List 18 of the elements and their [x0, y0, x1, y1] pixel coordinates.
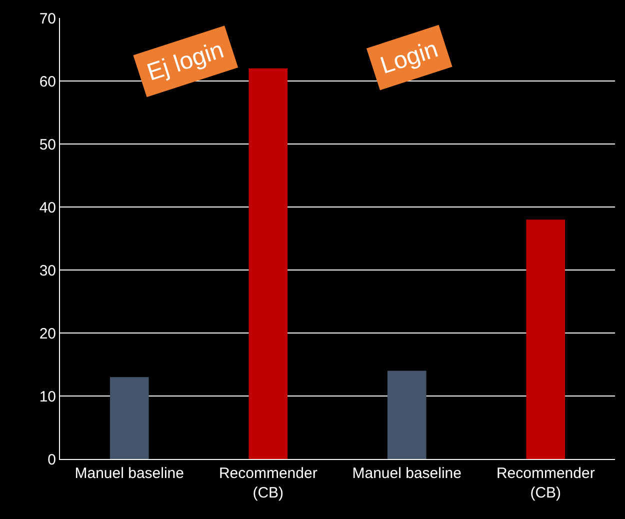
bar: [526, 220, 566, 459]
y-tick-label: 70: [39, 10, 56, 28]
x-tick-label: Manuel baseline: [74, 465, 184, 482]
y-tick-label: 50: [39, 136, 56, 154]
annotation: Ej login: [144, 36, 228, 86]
y-tick-label: 20: [39, 325, 56, 342]
y-tick-label: 0: [48, 451, 56, 468]
y-tick-label: 40: [39, 199, 56, 216]
y-tick-label: 60: [39, 73, 56, 90]
y-tick-label: 30: [39, 262, 56, 280]
x-tick-label: Recommender (CB): [496, 465, 595, 502]
bar: [110, 377, 149, 459]
bar: [248, 68, 288, 459]
y-tick-label: 10: [39, 388, 56, 406]
x-tick-label: Recommender (CB): [218, 465, 318, 502]
annotation: Login: [377, 36, 442, 80]
x-tick-label: Manuel baseline: [352, 465, 462, 482]
bar: [387, 370, 426, 459]
